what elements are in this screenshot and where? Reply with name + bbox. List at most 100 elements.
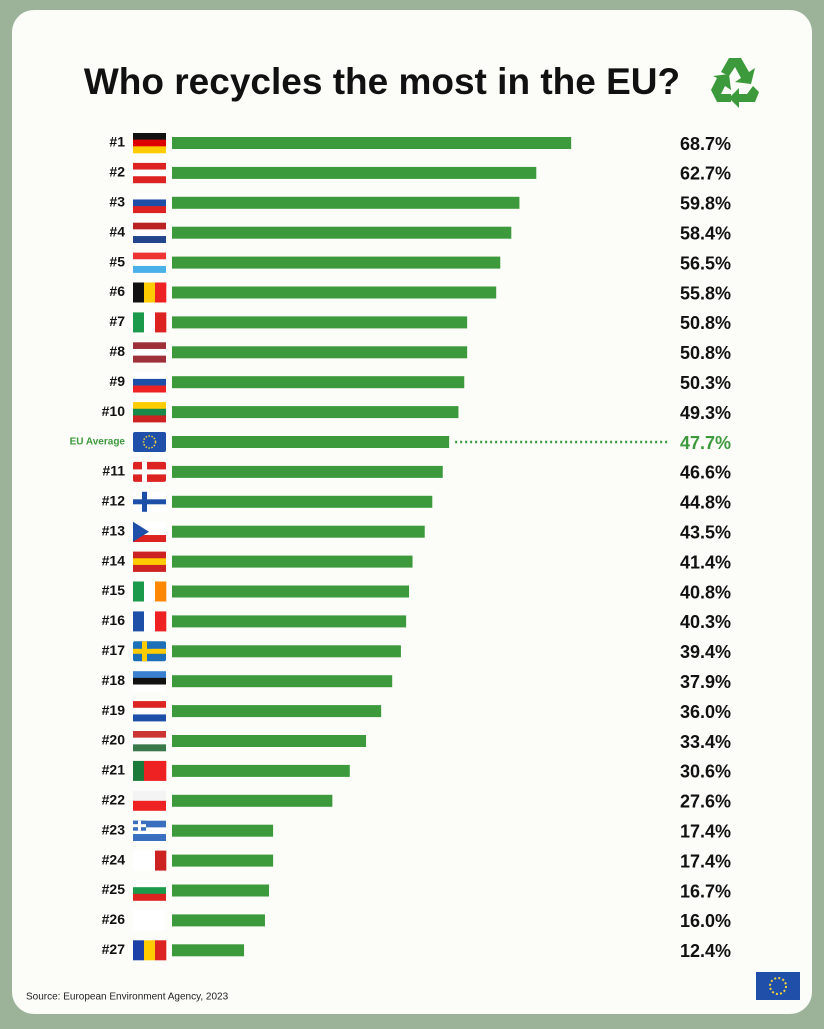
flag: [133, 133, 166, 154]
y-tick-label: #12: [102, 493, 126, 509]
flag: [133, 581, 167, 602]
flag-part: [133, 378, 166, 386]
flag-part: [133, 701, 166, 709]
flag-part: [133, 236, 166, 243]
flag-part: [133, 521, 166, 529]
y-tick-label: #15: [102, 582, 126, 598]
flag-part: [133, 744, 166, 752]
y-tick-label: #3: [109, 194, 125, 210]
bar: [172, 406, 459, 419]
flag: [133, 162, 166, 184]
flag: [133, 282, 167, 303]
flag-part: [133, 551, 166, 559]
bar: [172, 286, 497, 299]
y-tick-label: #21: [102, 762, 126, 778]
flag-part: [133, 564, 166, 572]
flag: [133, 372, 166, 393]
flag-part: [144, 581, 156, 602]
flag-part: [133, 558, 166, 566]
eu-flag-logo: [756, 972, 800, 1000]
flag-part: [133, 917, 166, 925]
flag-part: [133, 176, 166, 184]
flag-part: [133, 521, 149, 542]
flag-part: [133, 342, 166, 350]
value-label: 55.8%: [680, 283, 731, 303]
value-label: 47.7%: [680, 433, 731, 453]
flag-part: [133, 910, 166, 918]
bar: [172, 226, 512, 239]
bar: [172, 645, 401, 658]
value-label: 12.4%: [680, 941, 731, 961]
flag: [133, 551, 166, 572]
flag-part: [155, 760, 167, 781]
flag-part: [133, 820, 166, 828]
value-label: 33.4%: [680, 732, 731, 752]
y-tick-label: #24: [102, 851, 126, 867]
flag: [133, 461, 166, 482]
y-tick-label: #9: [109, 373, 125, 389]
flag-part: [133, 827, 166, 835]
flag-part: [133, 385, 166, 393]
flag-part: [133, 880, 166, 888]
bar: [172, 585, 410, 598]
y-tick-label: #25: [102, 881, 126, 897]
y-tick-label: #11: [102, 463, 125, 479]
flag-part: [133, 528, 166, 536]
value-label: 30.6%: [680, 762, 731, 782]
y-tick-label: #23: [102, 821, 126, 837]
flag-part: [133, 850, 145, 871]
value-label: 40.3%: [680, 612, 731, 632]
flag-part: [155, 850, 167, 871]
flag-part: [133, 714, 166, 722]
flag-part: [133, 684, 166, 692]
flag-part: [133, 707, 166, 715]
y-tick-label: #2: [109, 164, 125, 180]
flag-part: [133, 169, 166, 177]
bar: [172, 436, 450, 448]
bar: [172, 705, 382, 718]
bar: [172, 495, 433, 508]
value-label: 46.6%: [680, 463, 731, 483]
bar: [172, 854, 274, 867]
flag: [133, 611, 167, 632]
value-label: 41.4%: [680, 552, 731, 572]
flag: [133, 880, 166, 901]
flag: [133, 940, 167, 961]
flag-part: [133, 139, 166, 147]
flag-part: [133, 535, 166, 542]
flag-part: [133, 192, 166, 200]
bar: [172, 166, 537, 179]
value-label: 50.3%: [680, 373, 731, 393]
y-tick-label: #1: [109, 134, 125, 150]
flag-part: [133, 893, 166, 901]
flag-part: [133, 162, 166, 170]
bar: [172, 316, 468, 329]
bar: [172, 137, 572, 149]
flag-part: [142, 435, 157, 449]
value-label: 58.4%: [680, 223, 731, 243]
y-tick-label: #20: [102, 732, 126, 748]
flag-part: [144, 850, 156, 871]
flag-part: [133, 222, 166, 230]
flag-part: [133, 355, 166, 363]
y-tick-label: #18: [102, 672, 126, 688]
flag-part: [133, 824, 146, 828]
flag: [133, 312, 167, 333]
bar: [172, 824, 274, 837]
y-tick-label: #10: [102, 403, 126, 419]
flag-part: [133, 800, 166, 811]
flag: [133, 222, 166, 243]
value-label: 68.7%: [680, 134, 731, 154]
flag-part: [133, 887, 166, 895]
bar: [172, 884, 270, 897]
bar: [172, 675, 393, 688]
value-label: 16.0%: [680, 911, 731, 931]
value-label: 50.8%: [680, 313, 731, 333]
flag: [133, 252, 166, 273]
flag-part: [133, 402, 166, 410]
bar: [172, 525, 425, 538]
value-label: 44.8%: [680, 493, 731, 513]
flag-part: [133, 372, 166, 380]
